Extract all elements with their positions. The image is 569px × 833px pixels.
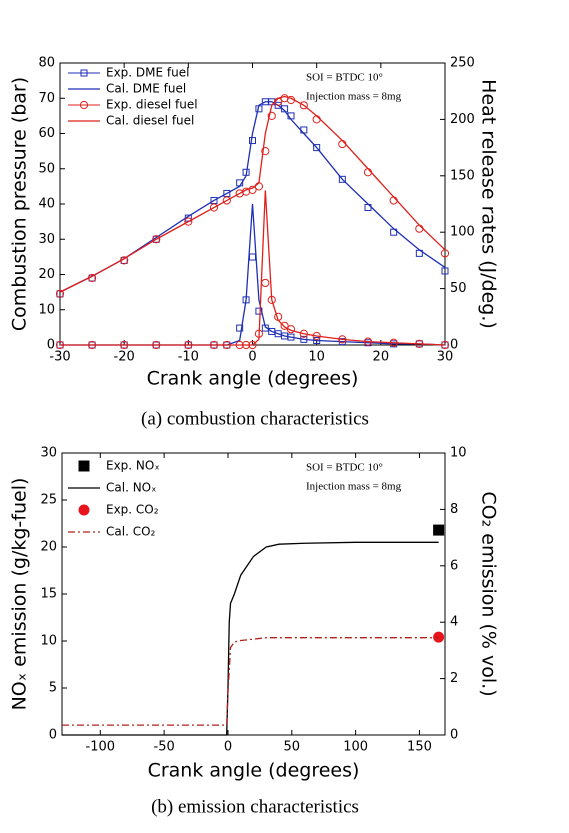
marker xyxy=(280,321,289,330)
caption: (a) combustion characteristics xyxy=(141,408,369,429)
x-tick-label: 10 xyxy=(308,350,325,365)
x-tick-label: -10 xyxy=(178,350,199,365)
y2-tick-label: 10 xyxy=(450,446,467,461)
x-tick-label: 100 xyxy=(343,740,368,755)
marker xyxy=(249,137,256,145)
y-tick-label: 25 xyxy=(40,493,57,508)
marker xyxy=(261,278,270,288)
marker xyxy=(184,217,193,226)
y2-tick-label: 2 xyxy=(450,671,458,686)
y-tick-label: 40 xyxy=(38,197,55,212)
y2-tick-label: 0 xyxy=(450,728,458,743)
x-tick-label: 20 xyxy=(373,350,390,365)
y-tick-label: 10 xyxy=(38,302,55,317)
y-tick-label: 0 xyxy=(49,728,57,743)
legend-marker xyxy=(78,504,90,516)
legend-marker xyxy=(78,460,90,472)
marker xyxy=(249,253,256,261)
legend-label: Cal. CO₂ xyxy=(106,525,156,539)
marker xyxy=(254,182,264,191)
y2-tick-label: 4 xyxy=(450,615,458,630)
y2-tick-label: 100 xyxy=(450,225,475,240)
marker xyxy=(433,524,445,536)
y2-tick-label: 50 xyxy=(450,281,467,296)
plot-frame xyxy=(61,452,446,736)
series-line xyxy=(62,541,439,736)
y-tick-label: 70 xyxy=(38,91,55,106)
y2-axis-label: CO₂ emission (% vol.) xyxy=(478,491,500,696)
marker xyxy=(152,235,161,244)
y2-axis-label: Heat release rates (J/deg.) xyxy=(478,79,500,329)
y2-tick-label: 250 xyxy=(450,56,475,71)
marker xyxy=(415,224,424,233)
series-line xyxy=(59,95,446,293)
x-tick-label: 0 xyxy=(248,350,256,365)
annotation: SOI = BTDC 10° xyxy=(306,72,383,84)
legend-label: Exp. DME fuel xyxy=(106,66,189,80)
y-tick-label: 10 xyxy=(40,634,57,649)
annotation: SOI = BTDC 10° xyxy=(306,462,383,474)
y-tick-label: 20 xyxy=(38,267,55,282)
x-axis-label: Crank angle (degrees) xyxy=(148,760,360,782)
x-tick-label: -100 xyxy=(86,740,116,755)
y2-tick-label: 200 xyxy=(450,112,475,127)
x-tick-label: -30 xyxy=(49,350,70,365)
x-axis-label: Crank angle (degrees) xyxy=(147,368,359,390)
legend-label: Exp. CO₂ xyxy=(106,503,159,517)
legend-label: Cal. DME fuel xyxy=(106,82,186,96)
series-line xyxy=(62,637,439,726)
x-tick-label: 0 xyxy=(224,740,232,755)
marker xyxy=(313,144,321,152)
legend-label: Cal. NOₓ xyxy=(106,481,156,495)
x-tick-label: 150 xyxy=(407,740,432,755)
series-line xyxy=(59,101,446,293)
marker xyxy=(56,290,64,298)
y-tick-label: 80 xyxy=(38,56,55,71)
caption: (b) emission characteristics xyxy=(151,796,359,817)
y-tick-label: 5 xyxy=(49,681,57,696)
x-tick-label: 50 xyxy=(284,740,301,755)
annotation: Injection mass = 8mg xyxy=(306,481,402,493)
legend-label: Exp. NOₓ xyxy=(106,459,160,473)
series-line xyxy=(60,190,446,346)
x-tick-label: -20 xyxy=(114,350,135,365)
marker xyxy=(248,185,257,194)
y2-tick-label: 0 xyxy=(450,338,458,353)
marker xyxy=(274,101,282,109)
marker xyxy=(312,115,321,124)
legend-marker xyxy=(79,100,89,110)
marker xyxy=(55,289,65,298)
marker xyxy=(441,267,449,275)
marker xyxy=(286,325,296,334)
annotation: Injection mass = 8mg xyxy=(306,91,402,103)
y2-tick-label: 150 xyxy=(450,168,475,183)
y-tick-label: 60 xyxy=(38,126,55,141)
y2-tick-label: 8 xyxy=(450,502,458,517)
legend-label: Cal. diesel fuel xyxy=(106,114,194,128)
marker xyxy=(261,147,270,156)
x-tick-label: 30 xyxy=(437,350,454,365)
legend-marker xyxy=(80,69,88,77)
marker xyxy=(236,324,244,332)
marker xyxy=(299,101,308,110)
marker xyxy=(209,203,219,212)
y-tick-label: 50 xyxy=(38,161,55,176)
y-tick-label: 30 xyxy=(38,232,55,247)
marker xyxy=(222,196,231,205)
y-tick-label: 0 xyxy=(47,338,55,353)
series-line xyxy=(60,203,446,346)
x-tick-label: -50 xyxy=(154,740,175,755)
marker xyxy=(267,111,276,120)
y-axis-label: Combustion pressure (bar) xyxy=(9,77,31,331)
y-tick-label: 15 xyxy=(40,587,57,602)
marker xyxy=(338,175,346,183)
y-tick-label: 30 xyxy=(40,446,57,461)
y-tick-label: 20 xyxy=(40,540,57,555)
y2-tick-label: 6 xyxy=(450,558,458,573)
y-axis-label: NOₓ emission (g/kg-fuel) xyxy=(9,478,31,711)
legend-label: Exp. diesel fuel xyxy=(106,98,198,112)
